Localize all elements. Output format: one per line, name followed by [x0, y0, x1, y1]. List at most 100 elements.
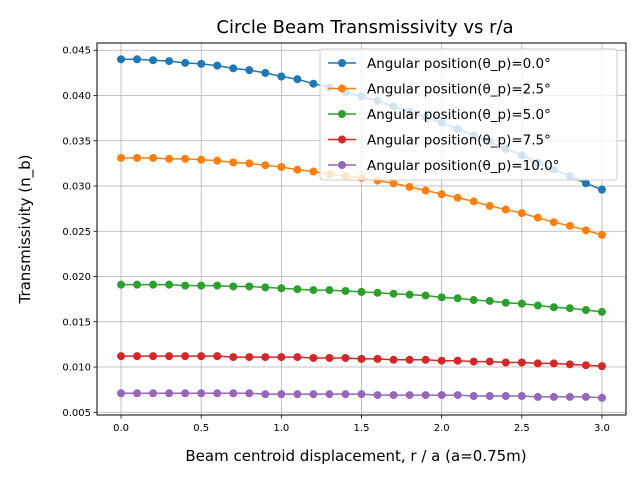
legend-swatch-marker	[338, 135, 346, 144]
data-point	[469, 357, 478, 366]
data-point	[437, 356, 446, 365]
series	[117, 352, 606, 371]
data-point	[517, 209, 526, 218]
data-point	[485, 201, 494, 210]
data-point	[133, 153, 142, 162]
data-point	[181, 58, 190, 67]
data-point	[213, 61, 222, 70]
data-point	[197, 389, 206, 398]
y-tick-label: 0.030	[62, 182, 91, 193]
data-point	[197, 59, 206, 68]
data-point	[213, 156, 222, 165]
legend-label: Angular position(θ_p)=5.0°	[367, 107, 551, 123]
data-point	[165, 57, 174, 66]
data-point	[261, 68, 270, 77]
data-point	[485, 391, 494, 400]
x-tick-label: 1.5	[354, 423, 370, 434]
data-point	[581, 306, 590, 315]
data-point	[293, 75, 302, 84]
data-point	[245, 159, 254, 168]
x-axis-label: Beam centroid displacement, r / a (a=0.7…	[185, 447, 526, 465]
data-point	[165, 280, 174, 289]
data-point	[357, 354, 366, 363]
ticks: 0.0 0.5 1.0 1.5 2.0 2.5 3.0 0.005 0.010 0.015 0.02…	[62, 46, 610, 434]
legend-item: Angular position(θ_p)=5.0°	[328, 107, 551, 123]
data-point	[261, 283, 270, 292]
data-point	[581, 392, 590, 401]
data-point	[229, 64, 238, 73]
data-point	[213, 352, 222, 361]
y-tick-label: 0.010	[62, 363, 91, 374]
data-point	[133, 389, 142, 398]
data-point	[469, 296, 478, 305]
legend-item: Angular position(θ_p)=7.5°	[328, 133, 551, 149]
data-point	[549, 359, 558, 368]
data-point	[421, 291, 430, 300]
data-point	[245, 66, 254, 75]
legend-box	[319, 48, 618, 181]
x-tick-label: 0.5	[193, 423, 209, 434]
y-tick-label: 0.045	[62, 46, 91, 57]
data-point	[309, 167, 318, 176]
legend-item: Angular position(θ_p)=10.0°	[328, 158, 560, 174]
data-point	[373, 288, 382, 297]
data-point	[421, 186, 430, 195]
y-tick-label: 0.040	[62, 91, 91, 102]
data-point	[245, 353, 254, 362]
data-point	[149, 56, 158, 65]
data-point	[469, 197, 478, 206]
data-point	[453, 356, 462, 365]
data-point	[549, 392, 558, 401]
data-point	[597, 393, 606, 402]
data-point	[293, 353, 302, 362]
data-point	[453, 391, 462, 400]
data-point	[341, 353, 350, 362]
data-point	[325, 286, 334, 295]
data-point	[117, 280, 126, 289]
data-point	[293, 165, 302, 174]
data-point	[533, 359, 542, 368]
data-point	[421, 355, 430, 364]
data-point	[597, 230, 606, 239]
data-point	[309, 286, 318, 295]
data-point	[357, 390, 366, 399]
data-point	[261, 390, 270, 399]
series	[117, 389, 606, 402]
data-point	[325, 390, 334, 399]
data-point	[117, 389, 126, 398]
data-point	[293, 285, 302, 294]
data-point	[341, 287, 350, 295]
data-point	[565, 304, 574, 313]
data-point	[277, 353, 286, 362]
data-point	[293, 390, 302, 399]
data-point	[549, 218, 558, 227]
data-point	[389, 289, 398, 298]
data-point	[229, 282, 238, 291]
legend-label: Angular position(θ_p)=7.5°	[367, 133, 551, 149]
data-point	[437, 391, 446, 400]
data-point	[533, 392, 542, 401]
data-point	[565, 221, 574, 230]
data-point	[245, 389, 254, 398]
y-axis-label: Transmissivity (n_b)	[16, 154, 35, 304]
data-point	[421, 391, 430, 400]
data-point	[181, 389, 190, 398]
legend-label: Angular position(θ_p)=2.5°	[367, 82, 551, 98]
y-tick-label: 0.035	[62, 136, 91, 147]
data-point	[485, 296, 494, 305]
y-tick-label: 0.005	[62, 408, 91, 419]
data-point	[373, 391, 382, 400]
data-point	[453, 294, 462, 303]
y-tick-label: 0.025	[62, 227, 91, 238]
data-point	[341, 390, 350, 399]
data-point	[117, 153, 126, 162]
legend-label: Angular position(θ_p)=10.0°	[367, 158, 560, 174]
data-point	[405, 391, 414, 400]
data-point	[581, 226, 590, 235]
data-point	[149, 280, 158, 289]
y-tick-label: 0.015	[62, 317, 91, 328]
data-point	[229, 389, 238, 398]
data-point	[181, 154, 190, 163]
data-point	[133, 55, 142, 64]
data-point	[405, 290, 414, 299]
